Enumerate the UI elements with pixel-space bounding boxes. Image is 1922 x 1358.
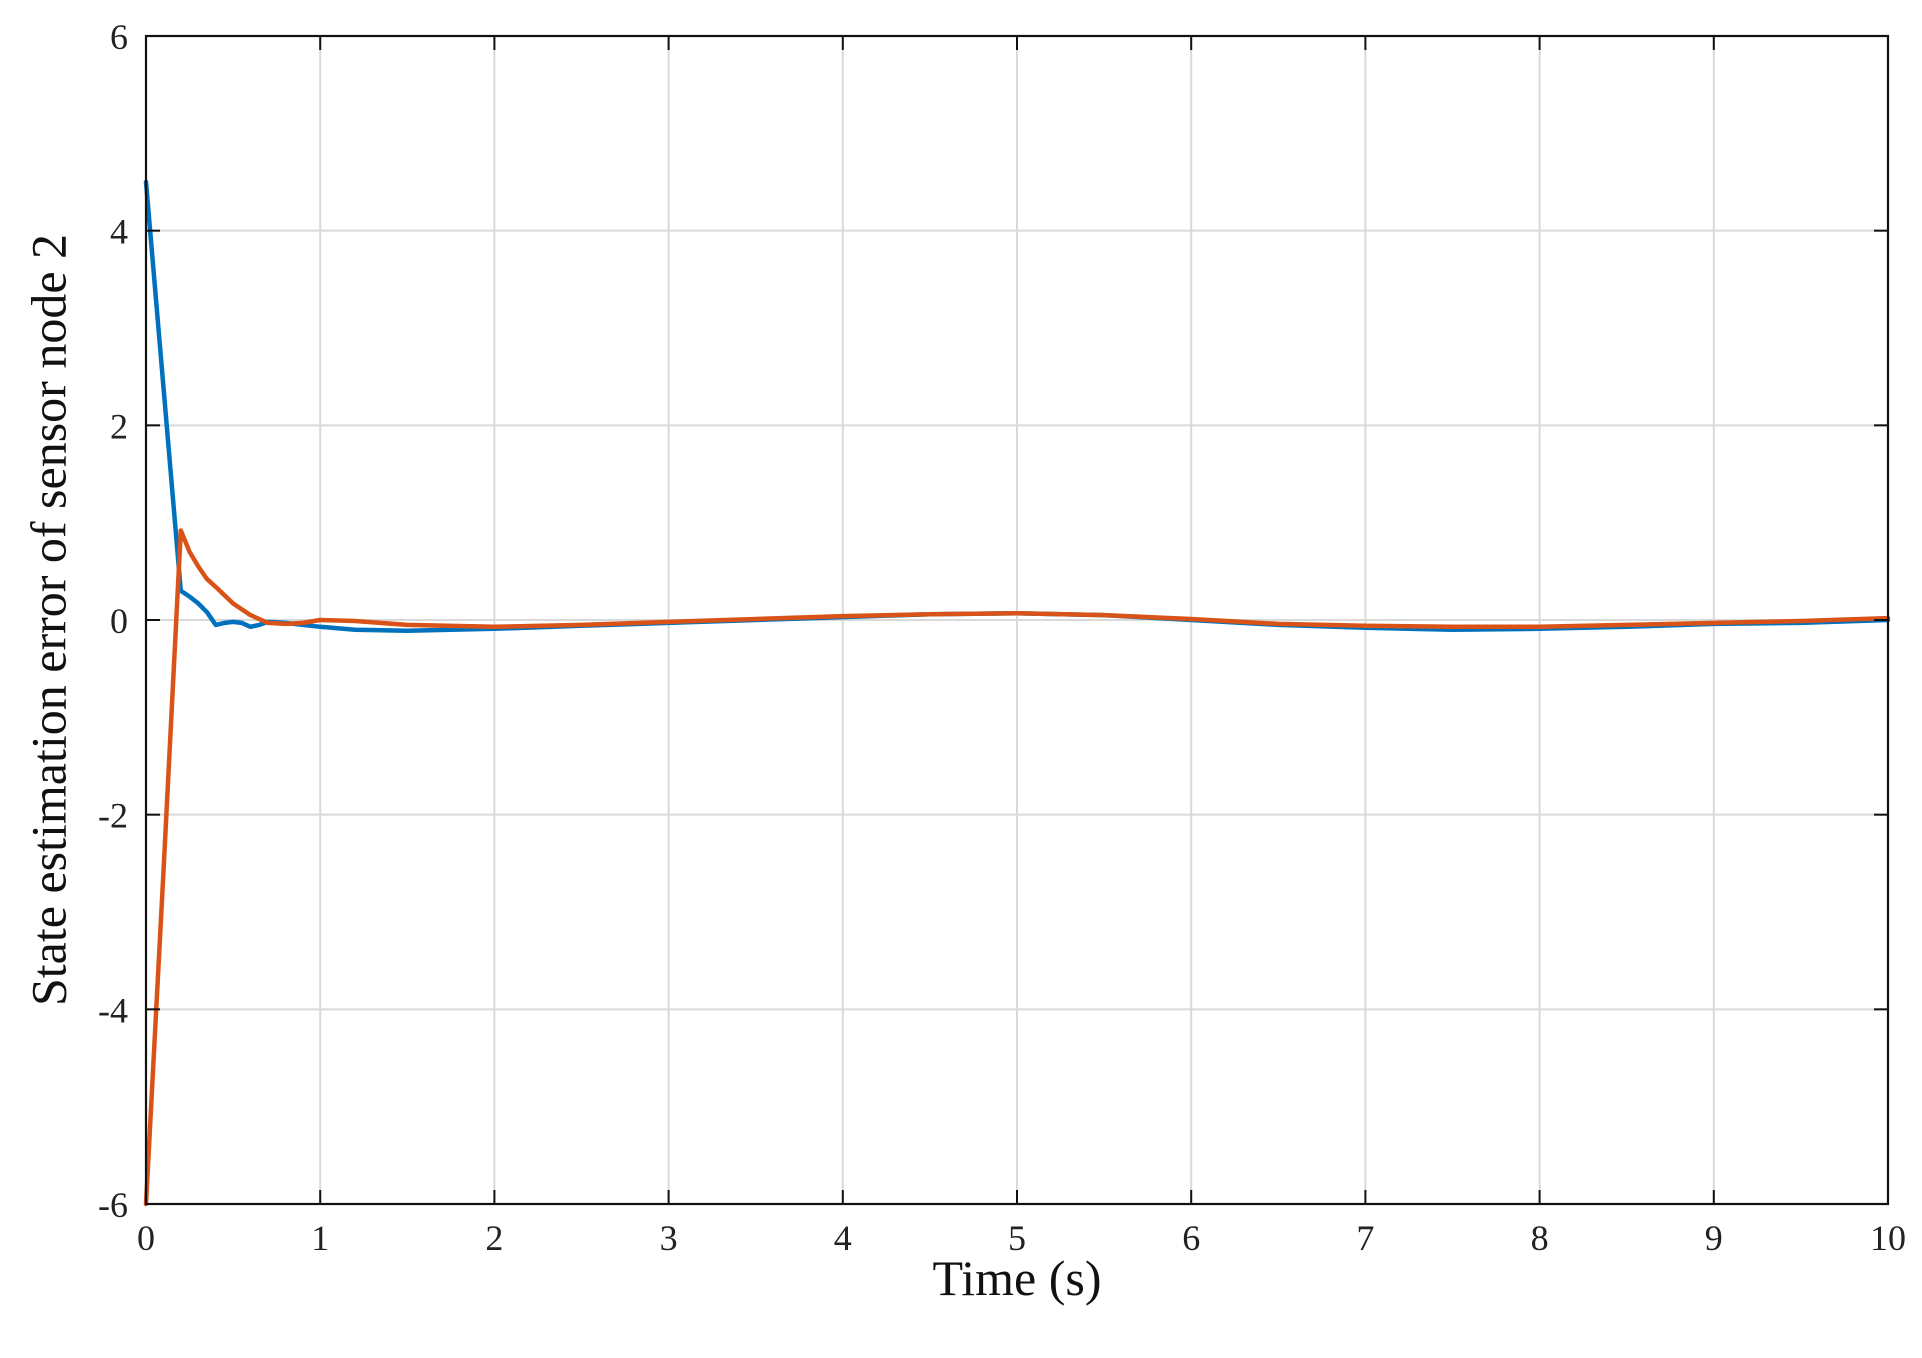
grid-layer [146, 36, 1888, 1204]
y-tick-label: 2 [110, 406, 128, 446]
x-tick-label: 6 [1182, 1218, 1200, 1258]
y-axis-label: State estimation error of sensor node 2 [21, 234, 77, 1006]
y-tick-label: 6 [110, 17, 128, 57]
x-axis-label: Time (s) [932, 1250, 1101, 1306]
x-tick-label: 0 [137, 1218, 155, 1258]
x-tick-label: 8 [1531, 1218, 1549, 1258]
series-line-2 [143, 528, 1891, 1207]
y-tick-label: -6 [98, 1185, 128, 1225]
x-tick-label: 7 [1356, 1218, 1374, 1258]
x-tick-label: 3 [660, 1218, 678, 1258]
x-tick-label: 2 [485, 1218, 503, 1258]
y-tick-label: 4 [110, 212, 128, 252]
x-tick-label: 9 [1705, 1218, 1723, 1258]
x-tick-label: 4 [834, 1218, 852, 1258]
x-tick-label: 5 [1008, 1218, 1026, 1258]
series-line-1 [143, 179, 1891, 633]
series-layer [143, 179, 1891, 1207]
tick-label-layer: 0 1 2 3 4 5 6 7 8 9 10 -6 -4 -2 0 2 4 6 [98, 17, 1906, 1258]
tick-layer [145, 35, 1889, 1205]
x-tick-label: 10 [1870, 1218, 1906, 1258]
y-tick-label: -4 [98, 990, 128, 1030]
y-tick-label: 0 [110, 601, 128, 641]
x-tick-label: 1 [311, 1218, 329, 1258]
y-tick-label: -2 [98, 796, 128, 836]
